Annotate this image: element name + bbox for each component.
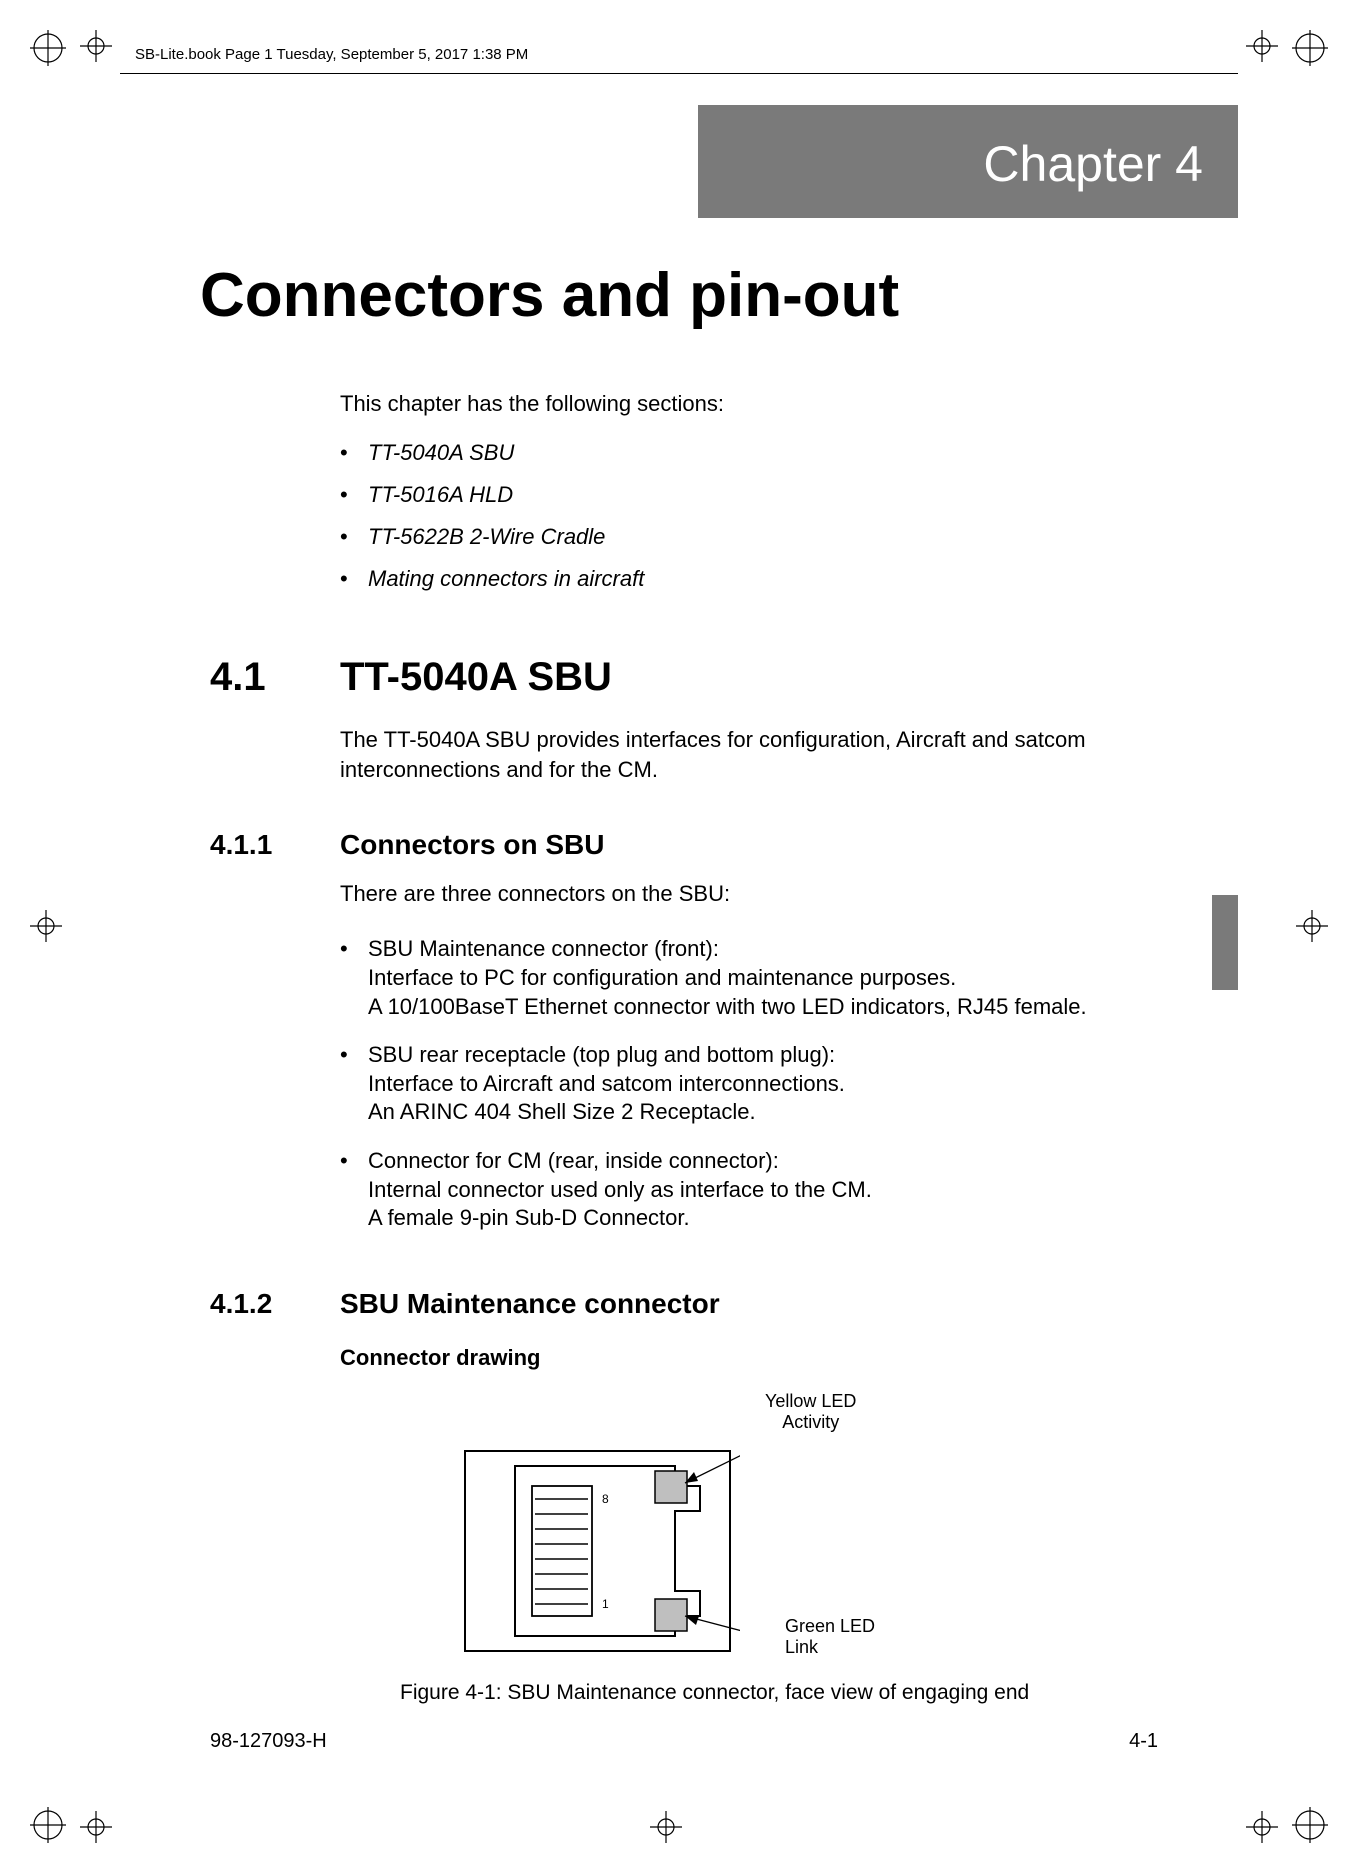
pin-1-label: 1: [602, 1597, 609, 1611]
connector-item: SBU rear receptacle (top plug and bottom…: [340, 1031, 1158, 1137]
section-4-1-1: 4.1.1 Connectors on SBU: [340, 829, 1158, 861]
side-tab: [1212, 895, 1238, 990]
subsection-title: SBU Maintenance connector: [340, 1288, 720, 1320]
crop-mark-bc: [650, 1811, 682, 1843]
chapter-badge: Chapter 4: [698, 105, 1238, 218]
label-line: Green LED: [785, 1616, 875, 1636]
connector-line: SBU rear receptacle (top plug and bottom…: [368, 1042, 835, 1067]
footer-page-number: 4-1: [1129, 1730, 1158, 1753]
toc-item: TT-5622B 2-Wire Cradle: [340, 516, 1158, 558]
section-number: 4.1: [210, 655, 340, 700]
label-line: Activity: [782, 1412, 839, 1432]
page-meta-header: SB-Lite.book Page 1 Tuesday, September 5…: [135, 46, 528, 63]
figure-caption: Figure 4-1: SBU Maintenance connector, f…: [400, 1681, 1029, 1705]
section-4-1: 4.1 TT-5040A SBU: [340, 655, 1158, 700]
crop-mark-ml: [30, 910, 62, 942]
subsection-number: 4.1.1: [210, 829, 340, 861]
connector-line: A female 9-pin Sub-D Connector.: [368, 1205, 690, 1230]
figure-4-1: Yellow LED Activity: [340, 1391, 1158, 1711]
connector-item: Connector for CM (rear, inside connector…: [340, 1137, 1158, 1243]
section-4-1-2: 4.1.2 SBU Maintenance connector: [340, 1288, 1158, 1320]
toc-item: TT-5040A SBU: [340, 432, 1158, 474]
toc-list: TT-5040A SBU TT-5016A HLD TT-5622B 2-Wir…: [340, 432, 1158, 600]
connector-item: SBU Maintenance connector (front): Inter…: [340, 925, 1158, 1031]
crop-mark-br-outer: [1292, 1807, 1328, 1843]
crop-mark-br-inner: [1246, 1811, 1278, 1843]
connector-list: SBU Maintenance connector (front): Inter…: [340, 925, 1158, 1242]
connector-line: Connector for CM (rear, inside connector…: [368, 1148, 779, 1173]
footer-doc-number: 98-127093-H: [210, 1730, 327, 1753]
intro-text: This chapter has the following sections:: [340, 391, 1158, 417]
subsection-title: Connectors on SBU: [340, 829, 604, 861]
page: SB-Lite.book Page 1 Tuesday, September 5…: [0, 0, 1358, 1873]
yellow-led-label: Yellow LED Activity: [765, 1391, 856, 1433]
connector-drawing-heading: Connector drawing: [340, 1345, 1158, 1371]
toc-item: TT-5016A HLD: [340, 474, 1158, 516]
toc-item: Mating connectors in aircraft: [340, 558, 1158, 600]
content-column: This chapter has the following sections:…: [340, 391, 1158, 1711]
connector-line: Internal connector used only as interfac…: [368, 1177, 872, 1202]
crop-mark-bl-inner: [80, 1811, 112, 1843]
crop-mark-tr-inner: [1246, 30, 1278, 62]
connector-line: An ARINC 404 Shell Size 2 Receptacle.: [368, 1099, 756, 1124]
rj45-connector-drawing: 8 1: [460, 1431, 740, 1671]
section-title: TT-5040A SBU: [340, 655, 612, 700]
crop-mark-tr-outer: [1292, 30, 1328, 66]
crop-mark-mr: [1296, 910, 1328, 942]
green-led-label: Green LED Link: [785, 1616, 875, 1658]
crop-mark-bl-outer: [30, 1807, 66, 1843]
page-title: Connectors and pin-out: [200, 260, 1238, 331]
label-line: Link: [785, 1637, 818, 1657]
connector-line: SBU Maintenance connector (front):: [368, 936, 719, 961]
label-line: Yellow LED: [765, 1391, 856, 1411]
subsection-number: 4.1.2: [210, 1288, 340, 1320]
crop-mark-tl-inner: [80, 30, 112, 62]
pin-8-label: 8: [602, 1492, 609, 1506]
connector-line: Interface to Aircraft and satcom interco…: [368, 1071, 845, 1096]
crop-mark-tl-outer: [30, 30, 66, 66]
subsection-lead: There are three connectors on the SBU:: [340, 881, 1158, 907]
header-rule: [120, 73, 1238, 74]
connector-line: Interface to PC for configuration and ma…: [368, 965, 956, 990]
section-body: The TT-5040A SBU provides interfaces for…: [340, 725, 1158, 784]
connector-line: A 10/100BaseT Ethernet connector with tw…: [368, 994, 1087, 1019]
